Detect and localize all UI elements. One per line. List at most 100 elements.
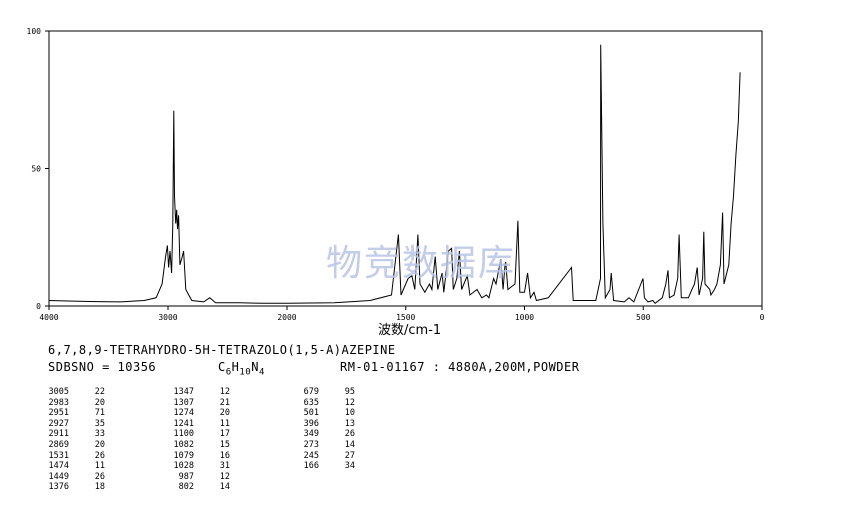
peak-wavenumber: 3005 [48,387,69,397]
peak-transmittance: 17 [219,429,230,440]
peak-row: 1241 11 [160,419,230,430]
peak-wavenumber: 1082 [173,439,194,450]
peak-wavenumber: 1376 [48,482,69,493]
peak-row: 2983 20 [35,398,105,409]
peak-row: 1079 16 [160,451,230,462]
peak-row: 2911 33 [35,429,105,440]
x-tick-label: 1500 [396,313,415,322]
y-tick-label: 100 [27,27,42,36]
y-tick-label: 50 [31,165,41,174]
x-tick-label: 3000 [158,313,177,322]
peak-transmittance: 22 [94,387,105,397]
peak-transmittance: 95 [344,387,355,397]
peak-wavenumber: 1028 [173,461,194,472]
peak-row: 273 14 [285,440,355,451]
peak-row: 245 27 [285,451,355,462]
peak-wavenumber: 2927 [48,418,69,429]
x-axis-label: 波数/cm-1 [378,323,441,338]
peak-wavenumber: 166 [303,461,319,472]
peak-wavenumber: 1307 [173,397,194,408]
peak-transmittance: 20 [219,408,230,419]
peak-row: 802 14 [160,482,230,493]
x-tick-label: 2000 [277,313,296,322]
peak-wavenumber: 2983 [48,397,69,408]
x-tick-label: 500 [636,313,651,322]
peak-transmittance: 14 [219,482,230,493]
peak-row: 1531 26 [35,451,105,462]
x-tick-label: 1000 [515,313,534,322]
peak-row: 1347 12 [160,387,230,398]
peak-transmittance: 10 [344,408,355,419]
peak-wavenumber: 2869 [48,439,69,450]
peak-transmittance: 33 [94,429,105,440]
peak-transmittance: 20 [94,397,105,408]
y-tick-label: 0 [36,302,41,311]
peak-row: 166 34 [285,461,355,472]
peak-wavenumber: 1449 [48,471,69,482]
peak-row: 2869 20 [35,440,105,451]
peak-transmittance: 11 [94,461,105,472]
peak-row: 1082 15 [160,440,230,451]
peak-transmittance: 18 [94,482,105,493]
spectrum-line [48,44,741,304]
peak-table-column: 679 95 635 12 501 10 396 13 349 26 273 14 245 27 166 34 [285,387,355,472]
compound-name: 6,7,8,9-TETRAHYDRO-5H-TETRAZOLO(1,5-A)AZ… [48,343,396,357]
peak-row: 1274 20 [160,408,230,419]
peak-wavenumber: 2951 [48,408,69,419]
peak-transmittance: 14 [344,439,355,450]
peak-transmittance: 12 [344,397,355,408]
peak-wavenumber: 635 [303,397,319,408]
molecular-formula: C6H10N4 [218,360,265,378]
peak-transmittance: 13 [344,418,355,429]
peak-row: 1376 18 [35,482,105,493]
peak-row: 1449 26 [35,472,105,483]
peak-wavenumber: 1531 [48,450,69,461]
peak-row: 987 12 [160,472,230,483]
peak-transmittance: 12 [219,387,230,397]
peak-transmittance: 26 [94,450,105,461]
peak-wavenumber: 987 [178,471,194,482]
peak-wavenumber: 2911 [48,429,69,440]
peak-transmittance: 34 [344,461,355,472]
peak-transmittance: 71 [94,408,105,419]
ir-spectrum-chart: 4000 3000 2000 1500 1000 500 0 0 50 100 波数/cm-1 [27,27,765,338]
peak-row: 501 10 [285,408,355,419]
peak-wavenumber: 273 [303,439,319,450]
peak-transmittance: 31 [219,461,230,472]
peak-wavenumber: 245 [303,450,319,461]
peak-wavenumber: 1474 [48,461,69,472]
watermark: 物竞数据库 [326,243,517,284]
peak-transmittance: 15 [219,439,230,450]
peak-wavenumber: 349 [303,429,319,440]
sdbs-number: SDBSNO = 10356 [48,360,157,374]
peak-row: 396 13 [285,419,355,430]
peak-wavenumber: 1347 [173,387,194,397]
peak-table-column: 3005 22 2983 20 2951 71 2927 35 2911 33 2869 20 1531… [35,387,105,493]
peak-row: 349 26 [285,429,355,440]
peak-row: 2927 35 [35,419,105,430]
peak-row: 679 95 [285,387,355,398]
peak-wavenumber: 1079 [173,450,194,461]
peak-transmittance: 20 [94,439,105,450]
peak-transmittance: 12 [219,471,230,482]
peak-transmittance: 21 [219,397,230,408]
peak-row: 1474 11 [35,461,105,472]
peak-transmittance: 16 [219,450,230,461]
peak-transmittance: 27 [344,450,355,461]
peak-wavenumber: 1241 [173,418,194,429]
x-tick-label: 0 [760,313,765,322]
peak-transmittance: 11 [219,418,230,429]
x-tick-label: 4000 [39,313,58,322]
peak-row: 1028 31 [160,461,230,472]
peak-row: 3005 22 [35,387,105,398]
peak-wavenumber: 396 [303,418,319,429]
peak-wavenumber: 1274 [173,408,194,419]
peak-row: 2951 71 [35,408,105,419]
peak-table-column: 1347 12 1307 21 1274 20 1241 11 1100 17 1082 15 1079… [160,387,230,493]
peak-transmittance: 26 [344,429,355,440]
peak-wavenumber: 679 [303,387,319,397]
peak-transmittance: 35 [94,418,105,429]
peak-wavenumber: 501 [303,408,319,419]
peak-wavenumber: 802 [178,482,194,493]
peak-wavenumber: 1100 [173,429,194,440]
